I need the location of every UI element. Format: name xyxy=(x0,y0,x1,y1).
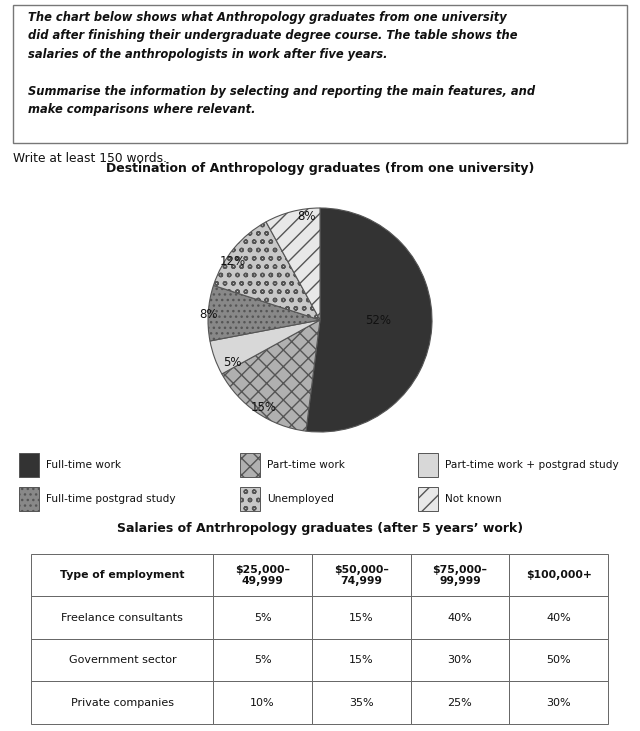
Bar xyxy=(312,596,411,639)
Text: 35%: 35% xyxy=(349,697,374,708)
Bar xyxy=(312,554,411,596)
Text: 74,999: 74,999 xyxy=(340,575,382,586)
Bar xyxy=(19,453,38,477)
Text: $100,000+: $100,000+ xyxy=(525,570,591,580)
Wedge shape xyxy=(210,320,320,374)
Bar xyxy=(31,639,213,681)
Text: 50%: 50% xyxy=(547,655,571,665)
Text: Private companies: Private companies xyxy=(71,697,174,708)
Bar xyxy=(509,681,608,724)
Text: 5%: 5% xyxy=(223,356,242,369)
Text: 25%: 25% xyxy=(447,697,472,708)
Bar xyxy=(411,639,509,681)
Text: 15%: 15% xyxy=(251,401,277,414)
Bar xyxy=(213,681,312,724)
Bar xyxy=(411,596,509,639)
Title: Destination of Anthropology graduates (from one university): Destination of Anthropology graduates (f… xyxy=(106,162,534,175)
Text: Full-time postgrad study: Full-time postgrad study xyxy=(46,494,175,504)
Text: Write at least 150 words.: Write at least 150 words. xyxy=(13,152,167,165)
Text: Government sector: Government sector xyxy=(68,655,176,665)
Bar xyxy=(419,487,438,511)
Wedge shape xyxy=(208,285,320,341)
Text: 5%: 5% xyxy=(254,655,271,665)
Bar xyxy=(509,596,608,639)
Text: Unemployed: Unemployed xyxy=(267,494,334,504)
Text: Full-time work: Full-time work xyxy=(46,460,121,470)
Bar xyxy=(31,681,213,724)
Bar xyxy=(213,639,312,681)
Text: $25,000–: $25,000– xyxy=(235,564,290,575)
Text: Not known: Not known xyxy=(445,494,502,504)
Bar xyxy=(31,554,213,596)
Text: 8%: 8% xyxy=(199,308,217,321)
Text: 40%: 40% xyxy=(546,613,571,623)
Text: 5%: 5% xyxy=(254,613,271,623)
Bar xyxy=(509,639,608,681)
Bar xyxy=(31,596,213,639)
Bar xyxy=(419,453,438,477)
Bar xyxy=(213,596,312,639)
Text: Freelance consultants: Freelance consultants xyxy=(61,613,183,623)
Wedge shape xyxy=(222,320,320,431)
Text: 30%: 30% xyxy=(447,655,472,665)
Text: 10%: 10% xyxy=(250,697,275,708)
Text: 15%: 15% xyxy=(349,655,374,665)
Text: Part-time work: Part-time work xyxy=(267,460,345,470)
Wedge shape xyxy=(306,208,432,432)
Wedge shape xyxy=(266,208,320,320)
Text: 30%: 30% xyxy=(547,697,571,708)
Text: Salaries of Antrhropology graduates (after 5 years’ work): Salaries of Antrhropology graduates (aft… xyxy=(117,523,523,535)
Text: 40%: 40% xyxy=(447,613,472,623)
Bar xyxy=(509,554,608,596)
Bar xyxy=(411,554,509,596)
Text: 15%: 15% xyxy=(349,613,374,623)
Bar xyxy=(240,487,260,511)
Text: Part-time work + postgrad study: Part-time work + postgrad study xyxy=(445,460,619,470)
Bar xyxy=(19,487,38,511)
Bar xyxy=(213,554,312,596)
Text: 49,999: 49,999 xyxy=(242,575,284,586)
Bar xyxy=(312,639,411,681)
Bar xyxy=(312,681,411,724)
Bar xyxy=(411,681,509,724)
Text: 52%: 52% xyxy=(365,314,391,327)
Wedge shape xyxy=(214,221,320,320)
Text: $75,000–: $75,000– xyxy=(433,564,488,575)
Text: Type of employment: Type of employment xyxy=(60,570,184,580)
Text: The chart below shows what Anthropology graduates from one university
did after : The chart below shows what Anthropology … xyxy=(28,10,535,116)
Text: 99,999: 99,999 xyxy=(439,575,481,586)
Bar xyxy=(240,453,260,477)
Text: 12%: 12% xyxy=(220,255,246,268)
Text: $50,000–: $50,000– xyxy=(334,564,388,575)
Text: 8%: 8% xyxy=(298,211,316,224)
